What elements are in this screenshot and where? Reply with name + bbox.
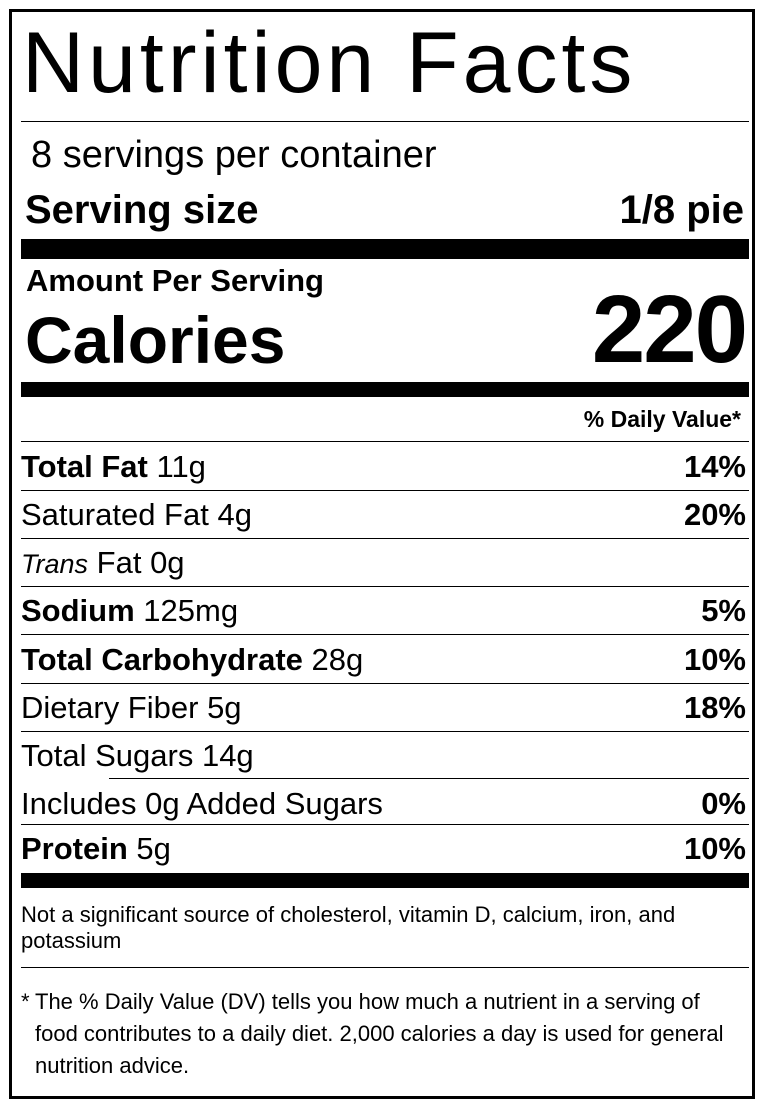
nutrient-dv: 14%	[683, 449, 746, 484]
daily-value-header: % Daily Value*	[583, 406, 741, 432]
nutrient-name-italic: Trans	[21, 549, 89, 579]
nutrient-amount: 125mg	[143, 593, 239, 628]
divider-thin-indented	[109, 778, 749, 779]
nutrient-amount: 11g	[156, 449, 206, 484]
nutrient-row-dietary-fiber: Dietary Fiber 5g 18%	[21, 689, 746, 727]
divider-thick	[21, 239, 749, 259]
nutrient-name: Dietary Fiber	[21, 690, 199, 725]
divider-thin	[21, 683, 749, 684]
nutrient-row-total-carbohydrate: Total Carbohydrate 28g 10%	[21, 641, 746, 679]
nutrient-name: Total Sugars	[21, 738, 194, 773]
divider-thin	[21, 121, 749, 122]
amount-per-serving: Amount Per Serving	[26, 263, 324, 298]
servings-per-container: 8 servings per container	[31, 134, 437, 176]
nutrient-dv: 10%	[683, 831, 746, 866]
nutrient-row-total-sugars: Total Sugars 14g	[21, 737, 746, 775]
nutrient-name: Saturated Fat	[21, 497, 209, 532]
nutrient-name: Fat	[96, 545, 142, 580]
nutrient-dv: 10%	[683, 642, 746, 677]
nutrient-name: Protein	[21, 831, 128, 866]
divider-thin	[21, 586, 749, 587]
divider-thin	[21, 967, 749, 968]
nutrient-dv: 0%	[701, 786, 746, 821]
divider-thin	[21, 824, 749, 825]
divider-thin	[21, 490, 749, 491]
serving-size-label: Serving size	[25, 188, 259, 232]
nutrient-row-sodium: Sodium 125mg 5%	[21, 592, 746, 630]
nutrient-row-trans-fat: Trans Fat 0g	[21, 544, 746, 582]
divider-thin	[21, 538, 749, 539]
nutrient-row-saturated-fat: Saturated Fat 4g 20%	[21, 496, 746, 534]
nutrient-dv: 20%	[683, 497, 746, 532]
nutrient-row-added-sugars: Includes 0g Added Sugars 0%	[21, 785, 746, 823]
nutrient-dv: 18%	[683, 690, 746, 725]
nutrient-amount: 0g	[150, 545, 185, 580]
nutrient-amount: 14g	[201, 738, 254, 773]
nutrient-name: Sodium	[21, 593, 135, 628]
label-title: Nutrition Facts	[22, 15, 637, 111]
nutrient-name: Total Fat	[21, 449, 148, 484]
serving-size-value: 1/8 pie	[619, 188, 744, 232]
footnote-asterisk: *	[21, 989, 30, 1014]
nutrient-amount: 28g	[311, 642, 364, 677]
nutrient-amount: 4g	[217, 497, 252, 532]
footnote-not-significant: Not a significant source of cholesterol,…	[21, 902, 676, 953]
nutrient-row-total-fat: Total Fat 11g 14%	[21, 448, 746, 486]
nutrient-name: Total Carbohydrate	[21, 642, 303, 677]
footnote-daily-value-text: The % Daily Value (DV) tells you how muc…	[35, 989, 724, 1078]
divider-medium	[21, 873, 749, 888]
nutrient-row-protein: Protein 5g 10%	[21, 830, 746, 868]
divider-medium	[21, 382, 749, 397]
calories-value: 220	[591, 276, 748, 383]
divider-thin	[21, 441, 749, 442]
nutrition-facts-label: Nutrition Facts 8 servings per container…	[9, 9, 755, 1099]
divider-thin	[21, 634, 749, 635]
divider-thin	[21, 731, 749, 732]
nutrient-name: Includes 0g Added Sugars	[21, 786, 383, 821]
calories-label: Calories	[25, 303, 286, 377]
nutrient-amount: 5g	[136, 831, 171, 866]
nutrient-amount: 5g	[207, 690, 242, 725]
nutrient-dv: 5%	[701, 593, 746, 628]
